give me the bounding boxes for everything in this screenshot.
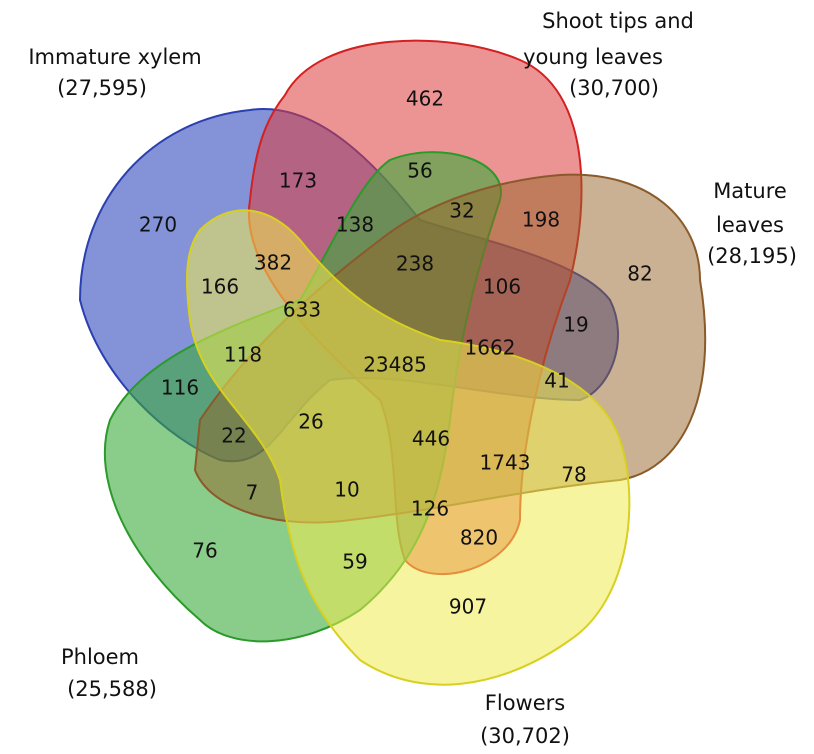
region-count: 1743 <box>480 451 531 475</box>
region-count: 106 <box>483 275 521 299</box>
set-name: leaves <box>716 213 784 237</box>
set-count: (25,588) <box>67 677 157 701</box>
region-count: 76 <box>192 539 217 563</box>
region-count: 166 <box>201 275 239 299</box>
region-count: 116 <box>161 376 199 400</box>
region-count: 82 <box>627 262 652 286</box>
region-count: 907 <box>449 595 487 619</box>
region-count: 59 <box>342 550 367 574</box>
region-count: 633 <box>283 298 321 322</box>
set-name: Shoot tips and <box>542 9 694 33</box>
region-count: 22 <box>221 424 246 448</box>
region-count: 270 <box>139 213 177 237</box>
labels: Immature xylem (27,595) Shoot tips and youn… <box>28 9 797 748</box>
region-count: 118 <box>224 343 262 367</box>
region-count: 7 <box>246 481 259 505</box>
region-count: 1662 <box>465 336 516 360</box>
region-count: 26 <box>298 410 323 434</box>
region-count: 820 <box>460 526 498 550</box>
set-count: (28,195) <box>707 244 797 268</box>
region-count: 238 <box>396 252 434 276</box>
set-name: Mature <box>713 179 787 203</box>
region-count: 32 <box>449 199 474 223</box>
region-count: 78 <box>561 463 586 487</box>
region-count: 19 <box>563 313 588 337</box>
set-shapes <box>78 39 707 686</box>
region-count: 173 <box>279 169 317 193</box>
set-count: (27,595) <box>57 76 147 100</box>
region-count: 382 <box>254 251 292 275</box>
region-count: 10 <box>334 478 359 502</box>
region-count: 56 <box>407 159 432 183</box>
set-count: (30,702) <box>480 724 570 748</box>
region-count: 126 <box>411 497 449 521</box>
set-name: young leaves <box>523 45 663 69</box>
region-count: 462 <box>406 87 444 111</box>
region-count: 41 <box>544 369 569 393</box>
flowers-shape <box>186 209 631 686</box>
set-name: Phloem <box>61 645 139 669</box>
set-name: Flowers <box>485 691 565 715</box>
set-count: (30,700) <box>569 76 659 100</box>
region-count: 198 <box>522 208 560 232</box>
region-count: 23485 <box>363 353 427 377</box>
set-name: Immature xylem <box>28 45 201 69</box>
region-count: 138 <box>336 213 374 237</box>
region-count: 446 <box>412 427 450 451</box>
